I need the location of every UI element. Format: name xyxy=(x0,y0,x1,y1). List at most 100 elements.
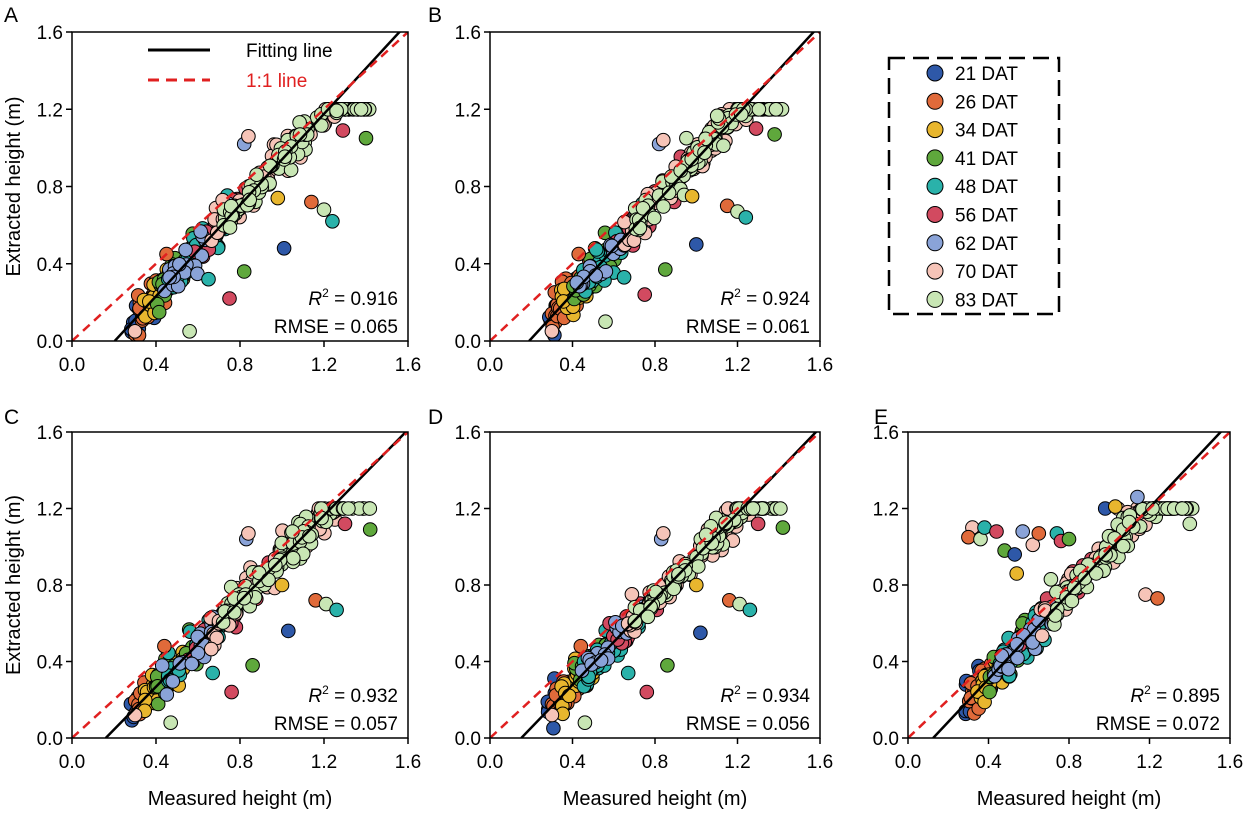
data-point xyxy=(716,138,731,153)
data-point xyxy=(768,102,784,117)
y-tick-label: 0.0 xyxy=(455,729,481,750)
data-point xyxy=(718,515,734,531)
one-to-one-line xyxy=(72,32,408,341)
y-tick-label: 0.4 xyxy=(455,255,482,276)
data-point xyxy=(709,108,725,124)
legend-line-label: 1:1 line xyxy=(246,71,307,92)
one-to-one-line xyxy=(490,32,820,341)
legend-marker xyxy=(926,234,944,252)
y-tick-label: 0.0 xyxy=(873,729,899,750)
data-point xyxy=(162,270,177,285)
data-point xyxy=(182,324,197,339)
data-point xyxy=(750,516,766,532)
y-tick-label: 1.2 xyxy=(37,500,63,521)
data-point xyxy=(241,526,256,541)
data-point xyxy=(316,202,332,217)
point-cloud xyxy=(958,489,1200,722)
data-point xyxy=(236,264,252,279)
data-point xyxy=(748,121,764,136)
x-tick-label: 0.4 xyxy=(559,355,586,376)
data-point xyxy=(1043,572,1059,587)
r-squared-label: R2 = 0.916 xyxy=(308,286,398,310)
x-axis-title: Measured height (m) xyxy=(977,788,1162,810)
data-point xyxy=(620,665,636,681)
legend-frame xyxy=(887,56,1061,316)
data-point xyxy=(989,524,1004,539)
data-point xyxy=(639,684,655,700)
data-point xyxy=(624,587,640,602)
data-point xyxy=(1015,524,1031,539)
y-tick-label: 0.4 xyxy=(37,653,64,674)
data-point xyxy=(362,522,378,537)
legend-label: 83 DAT xyxy=(955,290,1018,311)
data-point xyxy=(241,129,256,144)
data-point xyxy=(1145,501,1160,516)
x-tick-label: 0.0 xyxy=(59,752,85,773)
data-point xyxy=(249,167,264,182)
data-point xyxy=(1009,566,1025,581)
dat-legend: 21 DAT 26 DAT 34 DAT 41 DAT 48 DAT 56 DAT 62 D… xyxy=(887,56,1061,316)
data-point xyxy=(1007,547,1023,562)
data-point xyxy=(775,520,791,535)
r-squared-label: R2 = 0.934 xyxy=(720,683,810,707)
data-point xyxy=(304,194,319,210)
x-tick-label: 1.2 xyxy=(311,752,337,773)
data-point xyxy=(734,107,749,122)
data-point xyxy=(154,658,170,673)
data-point xyxy=(577,715,593,731)
legend-marker xyxy=(926,121,944,139)
data-point xyxy=(697,145,712,160)
y-tick-label: 1.2 xyxy=(455,100,481,121)
x-tick-label: 0.4 xyxy=(143,752,170,773)
data-point xyxy=(193,224,208,239)
x-tick-label: 1.6 xyxy=(807,752,833,773)
data-point xyxy=(1108,499,1123,514)
y-tick-label: 1.6 xyxy=(37,23,63,44)
data-point xyxy=(1061,531,1077,547)
data-point xyxy=(353,102,369,117)
data-point xyxy=(341,501,356,516)
data-point xyxy=(127,707,143,723)
panel-B: B 0.0 0.4 0.8 1.2 1.6 0.0 0.4 0.8 1.2 1.6 R2 = 0.92… xyxy=(428,4,833,376)
data-point xyxy=(1182,516,1198,532)
y-tick-label: 0.4 xyxy=(37,255,64,276)
y-tick-label: 0.4 xyxy=(455,653,482,674)
data-point xyxy=(661,185,677,201)
y-tick-label: 0.0 xyxy=(37,729,63,750)
data-point xyxy=(274,577,290,593)
y-tick-label: 1.6 xyxy=(873,423,899,444)
rmse-label: RMSE = 0.061 xyxy=(686,317,810,338)
fitting-line xyxy=(528,32,816,341)
data-point xyxy=(660,658,675,673)
x-tick-label: 0.8 xyxy=(1056,752,1082,773)
legend-marker xyxy=(926,64,944,82)
data-point xyxy=(646,210,662,226)
data-point xyxy=(656,132,671,148)
y-axis-title: Extracted height (m) xyxy=(3,495,25,675)
one-to-one-line xyxy=(72,432,408,738)
legend-label: 41 DAT xyxy=(955,149,1018,170)
x-tick-label: 0.0 xyxy=(477,355,503,376)
data-point xyxy=(1034,628,1050,644)
data-point xyxy=(190,645,206,661)
y-tick-label: 1.2 xyxy=(455,500,481,521)
one-to-one-line xyxy=(490,432,820,738)
data-point xyxy=(224,684,239,700)
data-point xyxy=(632,220,648,236)
legend-label: 21 DAT xyxy=(955,64,1018,85)
y-tick-label: 0.8 xyxy=(455,178,481,199)
data-point xyxy=(1175,501,1190,516)
y-tick-label: 0.8 xyxy=(37,576,63,597)
data-point xyxy=(738,210,754,225)
y-tick-label: 1.2 xyxy=(37,100,63,121)
legend-label: 34 DAT xyxy=(955,121,1018,142)
data-point xyxy=(159,687,175,702)
legend-marker xyxy=(926,177,944,195)
data-point xyxy=(127,324,143,339)
data-point xyxy=(767,127,782,142)
x-tick-label: 1.2 xyxy=(311,355,337,376)
data-point xyxy=(261,572,276,588)
data-point xyxy=(689,237,704,252)
r-squared-label: R2 = 0.932 xyxy=(308,683,398,707)
legend-marker xyxy=(926,92,944,110)
